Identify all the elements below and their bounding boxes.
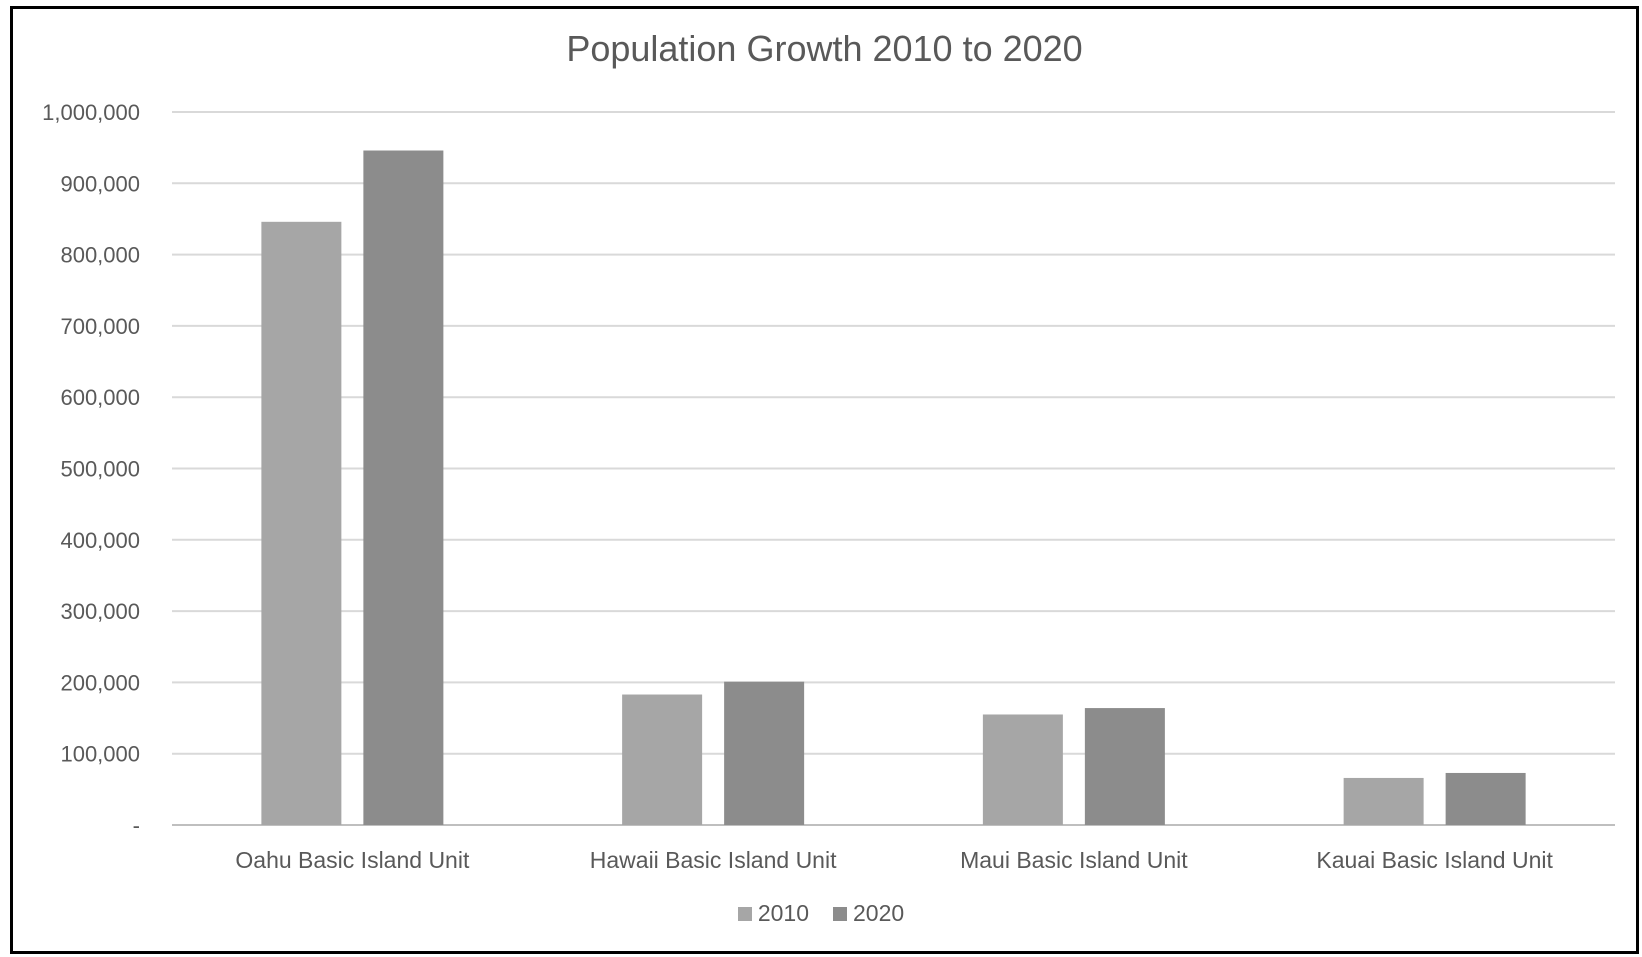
y-tick-label: 1,000,000 — [42, 100, 140, 125]
bar-2010-1 — [622, 694, 703, 825]
x-category-label: Hawaii Basic Island Unit — [590, 847, 837, 873]
bar-2010-2 — [982, 714, 1063, 825]
bars — [261, 150, 1526, 825]
y-tick-label: 800,000 — [60, 243, 140, 268]
bar-2020-3 — [1445, 772, 1526, 825]
y-tick-label: - — [133, 813, 140, 838]
y-tick-label: 300,000 — [60, 599, 140, 624]
chart-title: Population Growth 2010 to 2020 — [566, 28, 1083, 69]
legend-swatch-2010 — [737, 906, 752, 921]
y-tick-label: 100,000 — [60, 742, 140, 767]
y-tick-label: 200,000 — [60, 670, 140, 695]
bar-2010-3 — [1343, 777, 1424, 825]
x-category-label: Kauai Basic Island Unit — [1316, 847, 1553, 873]
bar-2020-0 — [363, 150, 444, 825]
bar-2020-1 — [724, 681, 805, 825]
x-axis-category-labels: Oahu Basic Island Unit Hawaii Basic Islan… — [235, 847, 1553, 873]
legend-item-2010: 2010 — [737, 900, 809, 927]
bar-2020-2 — [1084, 708, 1165, 825]
legend: 2010 2020 — [0, 900, 1642, 927]
legend-label-2010: 2010 — [757, 900, 809, 926]
y-tick-label: 500,000 — [60, 457, 140, 482]
x-category-label: Oahu Basic Island Unit — [235, 847, 470, 873]
y-tick-label: 700,000 — [60, 314, 140, 339]
bar-2010-0 — [261, 221, 342, 825]
y-tick-label: 900,000 — [60, 171, 140, 196]
legend-swatch-2020 — [833, 906, 847, 921]
y-tick-label: 600,000 — [60, 385, 140, 410]
y-tick-label: 400,000 — [60, 528, 140, 553]
y-axis-tick-labels: - 100,000 200,000 300,000 400,000 500,000 600,… — [42, 100, 140, 838]
legend-item-2020: 2020 — [833, 900, 904, 927]
legend-label-2020: 2020 — [853, 900, 905, 926]
x-category-label: Maui Basic Island Unit — [960, 847, 1188, 873]
